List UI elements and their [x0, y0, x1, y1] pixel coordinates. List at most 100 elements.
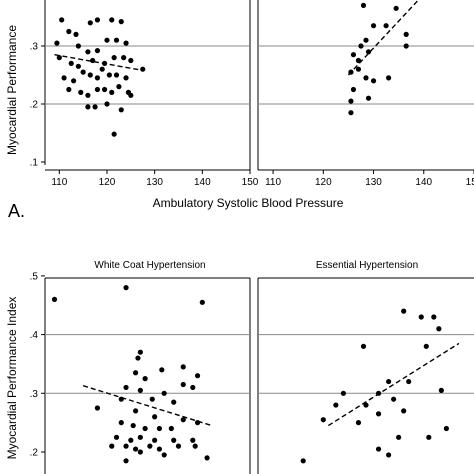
figure-label-a: A. — [8, 201, 25, 221]
data-point-0-0-34 — [94, 86, 101, 93]
data-point-0-1-19 — [348, 110, 354, 116]
data-point-0-0-19 — [111, 55, 117, 61]
data-point-1-0-38 — [156, 446, 163, 452]
data-point-1-1-4 — [360, 343, 367, 349]
data-point-1-0-9 — [142, 376, 148, 382]
data-point-0-0-40 — [92, 104, 98, 110]
data-point-0-0-16 — [75, 63, 81, 69]
data-point-1-0-10 — [123, 384, 129, 391]
data-point-0-0-22 — [61, 75, 67, 81]
data-point-1-0-11 — [180, 381, 186, 388]
data-point-0-1-3 — [393, 5, 399, 11]
data-point-0-0-2 — [73, 31, 79, 37]
data-point-1-1-11 — [391, 396, 397, 402]
y-tick-label-1-1: .3 — [30, 389, 39, 400]
data-point-1-1-23 — [300, 458, 306, 464]
data-point-1-0-17 — [171, 399, 177, 405]
y-tick-label-0-1: .2 — [30, 100, 39, 111]
y-axis-title-a: Myocardial Performance — [5, 25, 19, 155]
data-point-0-0-43 — [111, 131, 117, 137]
y-tick-label-1-2: .4 — [30, 330, 39, 341]
data-point-1-0-22 — [194, 420, 201, 426]
data-point-1-0-43 — [204, 455, 210, 461]
data-point-0-0-45 — [140, 66, 146, 72]
data-point-0-1-4 — [403, 31, 409, 37]
x-tick-label-0-1-4: 150 — [466, 177, 474, 188]
data-point-1-0-8 — [194, 373, 201, 379]
data-point-0-0-30 — [123, 75, 129, 81]
data-point-0-0-0 — [59, 17, 65, 23]
data-point-1-0-5 — [180, 364, 186, 370]
data-point-0-0-10 — [94, 48, 101, 54]
x-axis-title-a: Ambulatory Systolic Blood Pressure — [153, 196, 344, 210]
data-point-0-1-16 — [350, 86, 357, 93]
data-point-1-0-3 — [137, 349, 143, 355]
data-point-1-0-29 — [128, 437, 134, 443]
data-point-0-0-24 — [80, 69, 86, 75]
data-point-1-1-18 — [443, 425, 449, 432]
y-tick-label-1-0: .2 — [30, 448, 39, 459]
data-point-1-0-4 — [135, 355, 141, 361]
data-point-1-1-1 — [418, 314, 424, 320]
x-tick-label-0-1-0: 110 — [265, 177, 281, 188]
data-point-0-0-6 — [118, 19, 124, 25]
data-point-1-0-26 — [156, 425, 163, 432]
data-point-0-1-13 — [363, 75, 369, 81]
trend-line-1-0 — [82, 385, 213, 427]
data-point-1-0-24 — [130, 422, 136, 429]
data-point-0-0-33 — [85, 92, 91, 98]
data-point-1-0-16 — [149, 396, 155, 402]
data-point-1-1-2 — [431, 314, 437, 320]
data-point-1-1-22 — [386, 452, 392, 458]
data-point-0-0-9 — [85, 49, 91, 55]
data-point-1-1-16 — [375, 411, 382, 417]
data-point-1-1-0 — [401, 308, 407, 314]
x-tick-label-0-1-2: 130 — [365, 177, 382, 188]
y-axis-title-b: Myocardial Performance Index — [5, 297, 19, 460]
data-point-0-0-26 — [94, 75, 101, 81]
data-point-1-1-9 — [340, 390, 346, 396]
x-tick-label-0-0-1: 120 — [99, 177, 116, 188]
data-point-1-1-7 — [406, 378, 412, 385]
data-point-1-1-17 — [401, 408, 407, 414]
data-point-1-0-40 — [192, 443, 198, 449]
trend-line-0-0 — [54, 54, 143, 72]
panel-points-0-1 — [348, 2, 409, 116]
data-point-0-0-36 — [109, 89, 115, 95]
data-point-1-0-6 — [159, 367, 165, 373]
data-point-0-0-35 — [101, 86, 108, 93]
data-point-1-0-30 — [137, 434, 143, 440]
data-point-0-0-39 — [85, 104, 91, 110]
trend-line-0-1 — [347, 0, 420, 76]
data-point-0-0-37 — [116, 84, 122, 90]
panel-title-essential: Essential Hypertension — [316, 260, 418, 271]
data-point-1-0-33 — [190, 437, 196, 443]
data-point-1-1-19 — [396, 434, 402, 440]
data-point-0-1-8 — [358, 43, 364, 49]
data-point-1-0-2 — [199, 299, 205, 305]
data-point-0-0-42 — [118, 107, 124, 113]
y-tick-label-0-2: .3 — [30, 42, 39, 53]
data-point-1-1-20 — [426, 434, 432, 440]
figure-a: Myocardial Performance Ambulatory Systol… — [5, 0, 474, 221]
data-point-0-0-14 — [56, 55, 62, 61]
data-point-1-0-35 — [123, 443, 129, 449]
data-point-0-0-1 — [66, 28, 72, 35]
data-point-0-0-8 — [75, 43, 81, 49]
data-point-0-0-28 — [106, 72, 112, 78]
data-point-1-0-12 — [137, 387, 143, 393]
data-point-0-1-2 — [383, 23, 389, 29]
data-point-1-0-34 — [109, 443, 115, 449]
data-point-0-0-23 — [71, 78, 77, 84]
data-point-1-0-13 — [161, 390, 167, 396]
data-point-1-0-42 — [161, 452, 167, 458]
data-point-1-1-12 — [333, 402, 339, 408]
data-point-0-0-29 — [113, 72, 120, 78]
data-point-1-0-1 — [123, 285, 129, 291]
data-point-0-0-20 — [121, 55, 127, 61]
data-point-1-0-41 — [137, 449, 143, 455]
x-tick-label-0-0-0: 110 — [51, 177, 67, 188]
data-point-1-1-5 — [423, 343, 429, 349]
data-point-0-1-0 — [360, 2, 367, 8]
data-point-0-1-17 — [365, 95, 372, 101]
